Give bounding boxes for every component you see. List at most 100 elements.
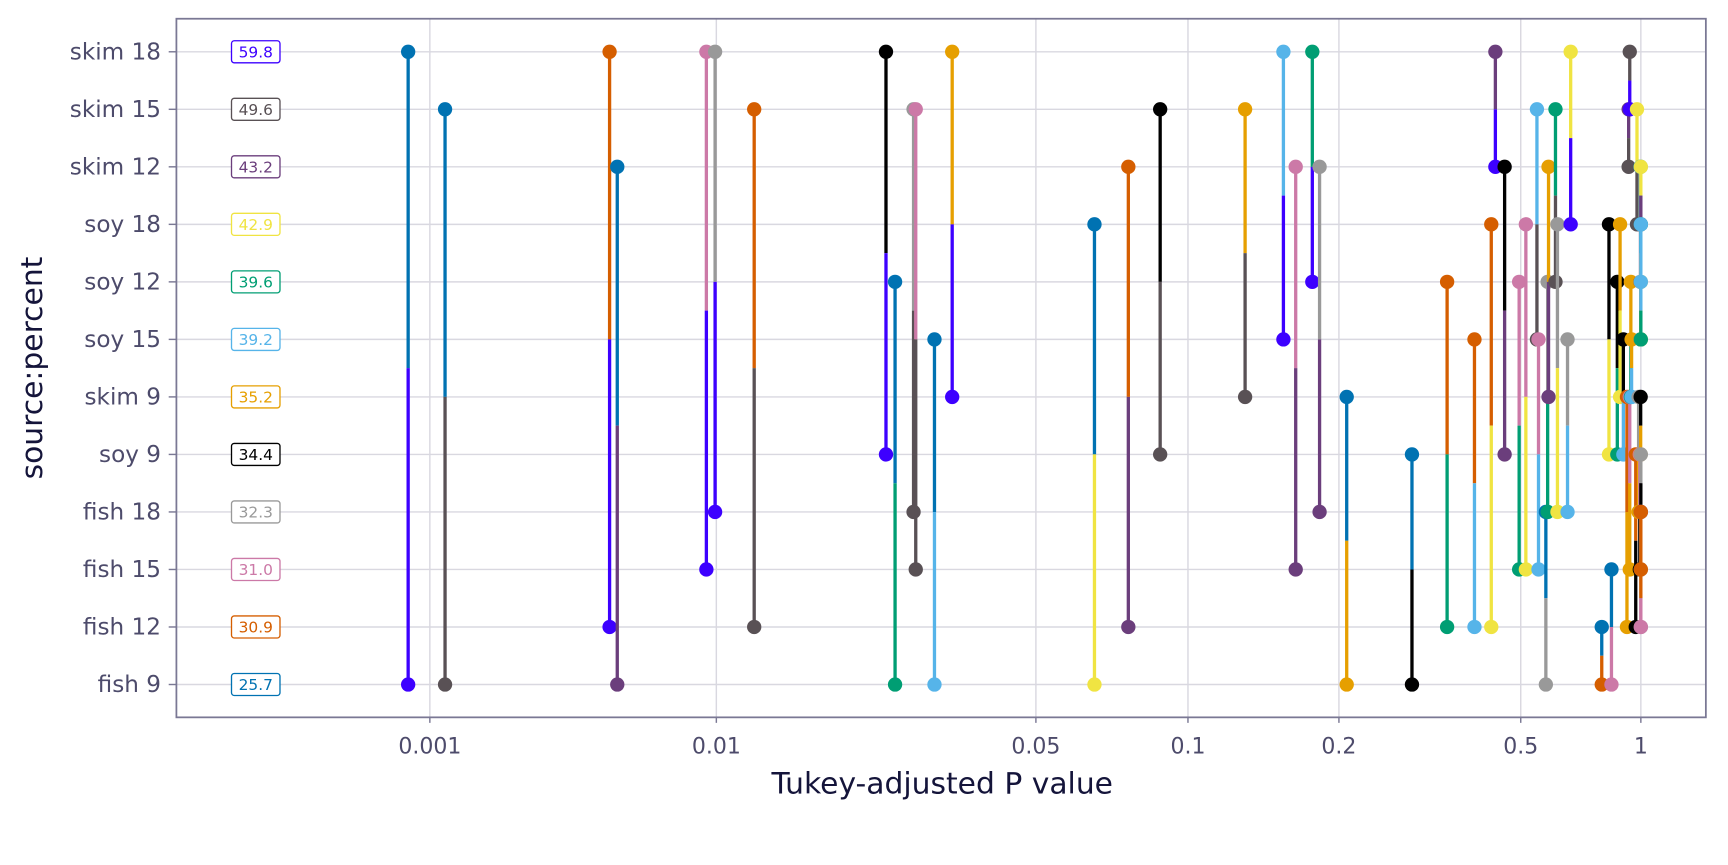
pair-point — [1612, 217, 1628, 232]
pair-point — [1541, 159, 1556, 174]
pair-marks — [400, 44, 1649, 692]
y-tick-label: soy 15 — [84, 327, 161, 353]
pair-point — [602, 44, 617, 59]
pair-point — [1153, 447, 1168, 462]
pair-point — [1312, 504, 1327, 520]
pair-comparison — [1276, 44, 1291, 347]
pair-point — [610, 159, 625, 174]
y-tick-label: skim 18 — [70, 40, 161, 66]
pair-point — [1404, 447, 1420, 462]
pair-point — [1511, 274, 1527, 290]
y-tick-label: fish 9 — [98, 672, 161, 698]
pair-point — [1604, 562, 1619, 577]
y-axis-title: source:percent — [15, 257, 50, 480]
mean-label-box — [230, 155, 281, 179]
pair-point — [1121, 159, 1136, 174]
pair-point — [878, 44, 894, 59]
pair-point — [1497, 159, 1512, 174]
mean-label-text: 49.6 — [239, 101, 273, 119]
mean-label: 34.4 — [230, 442, 281, 467]
pair-point — [747, 102, 762, 117]
pair-point — [699, 562, 714, 577]
pair-point — [1633, 217, 1649, 232]
pair-comparison — [878, 44, 894, 462]
pair-point — [1404, 677, 1420, 692]
pair-comparison — [1548, 102, 1563, 290]
pair-point — [707, 44, 723, 59]
pair-point — [1540, 504, 1555, 520]
pair-point — [1087, 217, 1102, 232]
pair-point — [927, 677, 942, 692]
pair-comparison — [906, 102, 921, 520]
pair-point — [1529, 102, 1545, 117]
pair-comparison — [1633, 562, 1649, 635]
pair-point — [747, 619, 762, 635]
pair-point — [1339, 677, 1354, 692]
y-tick-label: soy 18 — [84, 212, 161, 238]
mean-label: 59.8 — [230, 40, 281, 64]
pair-comparison — [1518, 217, 1534, 577]
x-tick-label: 0.5 — [1503, 735, 1538, 760]
y-tick-label: fish 12 — [83, 615, 161, 641]
pair-comparison — [699, 44, 714, 577]
pair-point — [1484, 217, 1499, 232]
y-tick-label: skim 9 — [85, 385, 161, 411]
mean-label-box — [230, 442, 281, 467]
pair-point — [1538, 677, 1554, 692]
pair-point — [1633, 447, 1649, 462]
pair-comparison — [1511, 274, 1527, 577]
pair-point — [1121, 619, 1136, 635]
pair-comparison — [927, 332, 942, 692]
pair-point — [1633, 619, 1649, 635]
y-tick-label: fish 15 — [83, 557, 161, 583]
mean-label-text: 31.0 — [239, 561, 273, 579]
pair-point — [1467, 619, 1482, 635]
pair-point — [1621, 159, 1636, 174]
pair-point — [1518, 562, 1534, 577]
pair-comparison — [1497, 159, 1512, 462]
pair-comparison — [1288, 159, 1303, 577]
pair-point — [1563, 44, 1578, 59]
pair-point — [1237, 389, 1253, 405]
pair-comparison — [1604, 562, 1619, 692]
x-tick-label: 0.1 — [1170, 735, 1205, 760]
y-tick-labels: skim 18 skim 15 skim 12 soy 18 soy 12 soy 15 s… — [70, 40, 177, 698]
pair-comparison — [1087, 217, 1102, 692]
mean-label-box — [230, 212, 281, 237]
mean-label-text: 32.3 — [239, 503, 273, 521]
mean-label: 42.9 — [230, 212, 281, 237]
mean-label-box — [230, 557, 281, 582]
pair-point — [1439, 619, 1455, 635]
pair-point — [1484, 619, 1499, 635]
pair-point — [1339, 389, 1354, 405]
pair-comparison — [747, 102, 762, 635]
mean-label-text: 39.6 — [239, 273, 273, 291]
pair-point — [887, 677, 903, 692]
pair-point — [1633, 274, 1649, 290]
pair-point — [1276, 44, 1291, 59]
pair-point — [1594, 619, 1609, 635]
pair-point — [945, 389, 960, 405]
y-tick-label: soy 12 — [84, 270, 161, 296]
pair-point — [1601, 217, 1617, 232]
x-tick-label: 0.2 — [1321, 735, 1356, 760]
pair-point — [1288, 159, 1303, 174]
mean-label-box — [230, 385, 281, 409]
mean-label-text: 30.9 — [239, 618, 273, 636]
pair-point — [1633, 504, 1649, 520]
pair-point — [1531, 562, 1546, 577]
pair-comparison — [1531, 332, 1546, 577]
pair-comparison — [437, 102, 453, 692]
pair-point — [1518, 217, 1534, 232]
pair-point — [908, 102, 923, 117]
x-axis-title: Tukey-adjusted P value — [770, 766, 1113, 801]
pair-point — [610, 677, 625, 692]
pair-point — [906, 504, 921, 520]
mean-label-box — [230, 97, 281, 121]
grid-lines — [176, 18, 1706, 723]
pair-point — [1467, 332, 1482, 347]
mean-label: 31.0 — [230, 557, 281, 582]
pair-point — [1560, 504, 1575, 520]
pair-comparison — [1467, 332, 1482, 635]
pair-point — [437, 677, 453, 692]
